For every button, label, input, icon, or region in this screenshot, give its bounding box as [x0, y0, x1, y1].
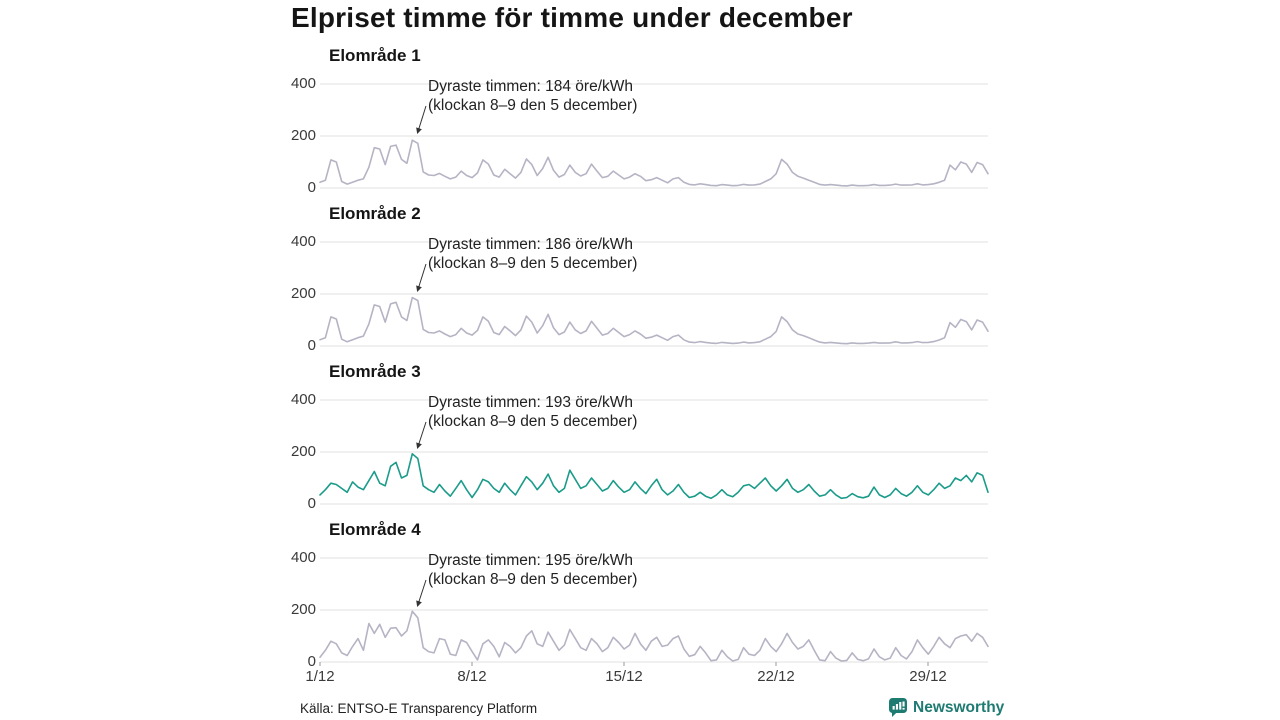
newsworthy-wordmark: Newsworthy [913, 698, 1005, 716]
subplot-title: Elområde 4 [329, 520, 421, 539]
x-axis: 1/12 8/12 15/12 22/12 29/12 [305, 668, 988, 688]
annotation: Dyraste timmen: 184 öre/kWh (klockan 8–9… [428, 78, 638, 114]
y-axis-tick: 400 [290, 549, 316, 566]
line-chart [319, 557, 989, 666]
subplot-title: Elområde 2 [329, 204, 421, 223]
subplot-title: Elområde 3 [329, 362, 421, 381]
x-axis-tick: 8/12 [457, 668, 487, 685]
y-axis-tick: 400 [290, 75, 316, 92]
y-axis-tick: 200 [290, 601, 316, 618]
line-chart [319, 399, 989, 505]
x-axis-tick: 15/12 [605, 668, 643, 685]
line-chart [319, 83, 989, 189]
annotation-arrow [416, 421, 427, 449]
y-axis-tick: 400 [290, 391, 316, 408]
newsworthy-logo: Newsworthy [888, 697, 1004, 718]
subplot-elomrade-1: Elområde 1 400 200 0 Dyraste timmen: 184… [280, 46, 1000, 204]
annotation: Dyraste timmen: 186 öre/kWh (klockan 8–9… [428, 236, 638, 272]
annotation: Dyraste timmen: 195 öre/kWh (klockan 8–9… [428, 552, 638, 588]
newsworthy-icon [889, 698, 907, 717]
x-axis-tick: 29/12 [909, 668, 947, 685]
source-note: Källa: ENTSO-E Transparency Platform [300, 701, 538, 716]
annotation-arrow [416, 579, 427, 607]
subplot-elomrade-3: Elområde 3 400 200 0 Dyraste timmen: 193… [280, 362, 1000, 520]
line-chart [319, 241, 989, 347]
y-axis-tick: 0 [307, 495, 316, 512]
annotation-arrow [416, 105, 427, 134]
y-axis-tick: 200 [290, 285, 316, 302]
y-axis-tick: 0 [307, 179, 316, 196]
price-line [319, 139, 989, 187]
x-axis-tick: 22/12 [757, 668, 795, 685]
price-line [319, 296, 989, 345]
y-axis-tick: 0 [307, 337, 316, 354]
annotation-arrow [416, 263, 427, 292]
price-line [319, 452, 989, 500]
y-axis-tick: 200 [290, 127, 316, 144]
subplot-title: Elområde 1 [329, 46, 421, 65]
x-axis-tick: 1/12 [305, 668, 335, 685]
y-axis-tick: 0 [307, 653, 316, 670]
subplot-elomrade-4: Elområde 4 400 200 0 Dyraste timmen: 195… [280, 520, 1000, 678]
annotation: Dyraste timmen: 193 öre/kWh (klockan 8–9… [428, 394, 638, 430]
y-axis-tick: 400 [290, 233, 316, 250]
y-axis-tick: 200 [290, 443, 316, 460]
chart-title: Elpriset timme för timme under december [291, 2, 853, 33]
subplot-elomrade-2: Elområde 2 400 200 0 Dyraste timmen: 186… [280, 204, 1000, 362]
price-line [319, 610, 989, 662]
